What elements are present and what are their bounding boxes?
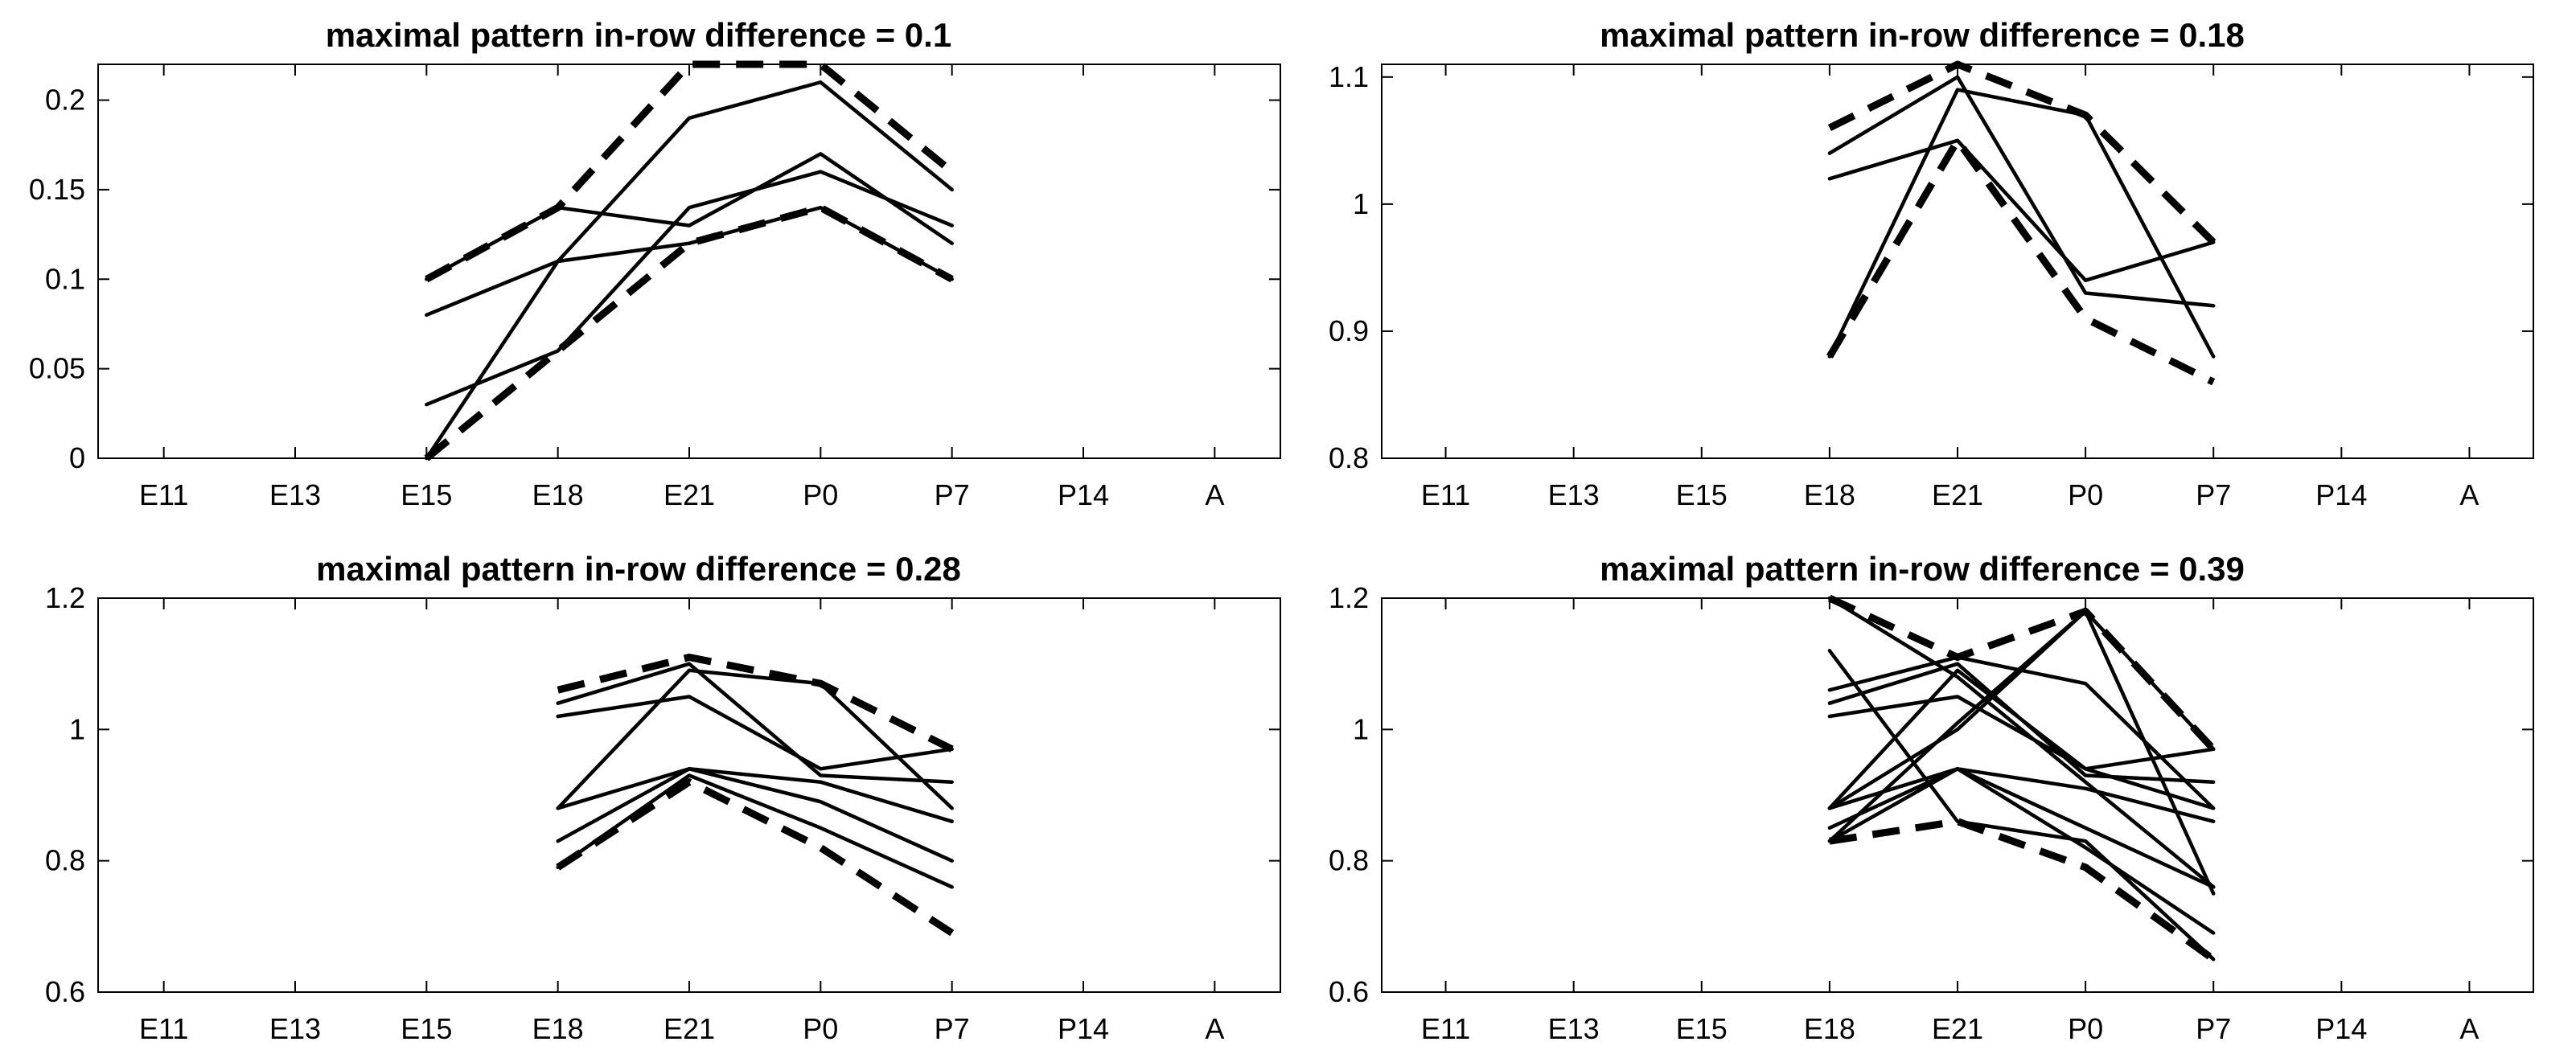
y-tick-label: 0.6 bbox=[45, 975, 85, 1008]
series-line-bound bbox=[424, 203, 954, 461]
chart-title: maximal pattern in-row difference = 0.28 bbox=[316, 550, 961, 588]
x-tick-label: E11 bbox=[1421, 1012, 1470, 1045]
x-tick-label: E21 bbox=[664, 1012, 715, 1045]
x-tick-label: P7 bbox=[935, 478, 970, 511]
series-line bbox=[425, 170, 954, 407]
x-tick-label: E15 bbox=[401, 1012, 452, 1045]
x-tick-label: P14 bbox=[2315, 1012, 2367, 1045]
series-line bbox=[1827, 695, 2216, 771]
y-tick-label: 1.2 bbox=[1329, 581, 1369, 614]
x-tick-label: A bbox=[2459, 478, 2479, 511]
x-tick-label: E21 bbox=[664, 478, 715, 511]
series-line bbox=[1827, 138, 2216, 282]
y-tick-label: 1 bbox=[1353, 712, 1369, 745]
chart-title: maximal pattern in-row difference = 0.18 bbox=[1600, 16, 2245, 54]
x-tick-label: P14 bbox=[1058, 1012, 1109, 1045]
y-tick-label: 0.8 bbox=[1329, 441, 1369, 474]
y-tick-label: 1.1 bbox=[1329, 60, 1369, 93]
y-tick-label: 0.1 bbox=[45, 262, 85, 295]
series-line-bound bbox=[1826, 137, 2216, 386]
x-tick-label: P0 bbox=[2068, 1012, 2103, 1045]
series-line bbox=[1827, 609, 2216, 896]
y-tick-label: 0.2 bbox=[45, 84, 85, 117]
y-tick-label: 0.6 bbox=[1329, 975, 1369, 1008]
series-line-bound bbox=[557, 654, 954, 753]
chart-title: maximal pattern in-row difference = 0.1 bbox=[326, 16, 951, 54]
x-tick-label: A bbox=[2459, 1012, 2479, 1045]
x-tick-label: P0 bbox=[803, 478, 838, 511]
series-line-bound bbox=[1828, 594, 2217, 752]
x-tick-label: E13 bbox=[269, 1012, 321, 1045]
series-line bbox=[1827, 767, 2216, 889]
x-tick-label: E15 bbox=[1676, 1012, 1728, 1045]
x-tick-label: P14 bbox=[2315, 478, 2367, 511]
series-line bbox=[556, 767, 954, 863]
x-tick-label: P0 bbox=[2068, 478, 2103, 511]
x-tick-label: P14 bbox=[1058, 478, 1109, 511]
series-line bbox=[556, 668, 954, 810]
series-line bbox=[1827, 767, 2216, 823]
series-line bbox=[1827, 75, 2216, 308]
series-line bbox=[1827, 649, 2216, 962]
series-line-bound bbox=[1827, 60, 2217, 245]
x-tick-label: A bbox=[1205, 478, 1224, 511]
series-line bbox=[556, 767, 954, 823]
y-tick-label: 0.9 bbox=[1329, 314, 1369, 347]
y-tick-label: 0.8 bbox=[45, 844, 85, 877]
y-tick-label: 1 bbox=[1353, 187, 1369, 220]
series-line bbox=[556, 773, 954, 889]
x-tick-label: E18 bbox=[532, 1012, 584, 1045]
series-line bbox=[556, 662, 954, 784]
series-line-bound bbox=[556, 778, 955, 937]
chart-panel-2: maximal pattern in-row difference = 0.28… bbox=[45, 550, 1281, 1045]
x-tick-label: E18 bbox=[1804, 1012, 1855, 1045]
y-tick-label: 0.05 bbox=[29, 352, 85, 385]
x-tick-label: E15 bbox=[401, 478, 452, 511]
chart-title: maximal pattern in-row difference = 0.39 bbox=[1600, 550, 2245, 588]
chart-panel-3: maximal pattern in-row difference = 0.39… bbox=[1329, 550, 2534, 1045]
x-tick-label: E13 bbox=[269, 478, 321, 511]
x-tick-label: E11 bbox=[139, 478, 188, 511]
series-line bbox=[556, 695, 954, 771]
x-tick-label: P0 bbox=[803, 1012, 838, 1045]
series-line bbox=[1827, 596, 2216, 889]
x-tick-label: P7 bbox=[2196, 1012, 2231, 1045]
series-line bbox=[1827, 88, 2216, 359]
x-tick-label: E11 bbox=[139, 1012, 188, 1045]
x-tick-label: E21 bbox=[1932, 1012, 1983, 1045]
series-line-bound bbox=[425, 60, 955, 283]
chart-panel-0: maximal pattern in-row difference = 0.1 … bbox=[29, 16, 1281, 511]
series-line bbox=[1827, 767, 2216, 935]
series-line-bound bbox=[1829, 818, 2216, 962]
x-tick-label: E15 bbox=[1676, 478, 1728, 511]
x-tick-label: E18 bbox=[1804, 478, 1855, 511]
y-tick-label: 0.8 bbox=[1329, 844, 1369, 877]
y-tick-label: 0.15 bbox=[29, 173, 85, 206]
x-tick-label: E11 bbox=[1421, 478, 1470, 511]
chart-panel-1: maximal pattern in-row difference = 0.18… bbox=[1329, 16, 2534, 511]
x-tick-label: E13 bbox=[1548, 1012, 1600, 1045]
y-tick-label: 1 bbox=[69, 712, 85, 745]
x-tick-label: E21 bbox=[1932, 478, 1983, 511]
x-tick-label: P7 bbox=[2196, 478, 2231, 511]
x-tick-label: P7 bbox=[935, 1012, 970, 1045]
x-tick-label: E13 bbox=[1548, 478, 1600, 511]
series-line bbox=[1827, 668, 2216, 810]
y-tick-label: 0 bbox=[69, 441, 85, 474]
x-tick-label: E18 bbox=[532, 478, 584, 511]
series-line bbox=[425, 80, 954, 461]
x-tick-label: A bbox=[1205, 1012, 1224, 1045]
y-tick-label: 1.2 bbox=[45, 581, 85, 614]
